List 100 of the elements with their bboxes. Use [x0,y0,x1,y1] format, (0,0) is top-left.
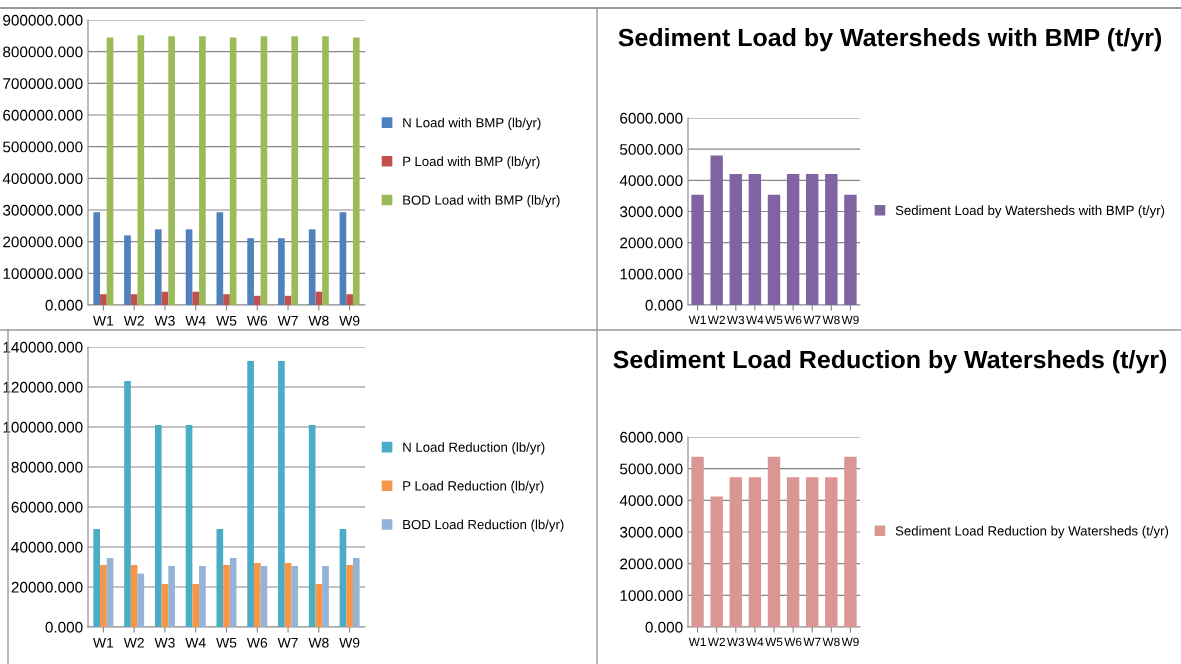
x-tick-label: W9 [339,637,360,648]
x-tick-label: W7 [277,315,298,326]
bar [710,155,723,305]
y-tick-label: 3000.000 [620,526,683,538]
x-tick-label: W9 [841,315,859,325]
x-tick-label: W2 [707,315,725,324]
bar [216,212,224,305]
bar [748,477,762,627]
x-tick-label: W6 [246,637,268,648]
y-tick-label: 5000.000 [620,144,683,155]
bar [130,294,138,305]
x-tick-label: W1 [93,637,114,648]
bar [192,584,200,627]
x-tick-label: W8 [308,315,329,326]
x-tick-label: W8 [822,637,840,647]
bar [223,565,230,627]
y-tick-label: 0.000 [645,299,683,311]
y-tick-label: 60000.000 [11,501,83,513]
bar [199,566,206,627]
bar [710,496,723,627]
bar [291,36,299,305]
y-tick-label: 0.000 [45,299,83,311]
bar [322,566,329,627]
y-tick-label: 5000.000 [620,463,683,475]
bar [352,558,360,627]
bar [247,238,254,305]
bar [260,36,268,305]
bar [100,565,107,627]
legend-label: P Load Reduction (lb/yr) [403,480,544,494]
y-tick-label: 6000.000 [620,431,683,443]
y-tick-label: 600000.000 [3,109,83,121]
bar [729,174,742,305]
chart-title: Sediment Load Reduction by Watersheds (t/yr) [613,350,1167,374]
bar [223,294,230,305]
x-tick-label: W4 [185,637,206,648]
y-tick-label: 2000.000 [620,237,683,249]
x-tick-label: W1 [93,315,114,326]
bar [168,566,175,627]
bar [767,456,781,627]
legend-label: P Load with BMP (lb/yr) [403,156,540,169]
bar [168,36,175,305]
bar [185,229,193,305]
bar [352,37,360,305]
bar [93,529,101,627]
x-tick-label: W4 [185,315,206,326]
y-tick-label: 140000.000 [3,341,83,353]
bar [825,477,838,627]
bar [106,558,114,627]
bar [729,477,742,627]
legend-label: BOD Load with BMP (lb/yr) [403,195,560,208]
bar [284,563,292,627]
x-tick-label: W3 [154,315,175,326]
bar [806,477,819,627]
x-tick-label: W3 [726,637,745,647]
bar [216,529,224,627]
bar [844,456,857,627]
legend-label: N Load Reduction (lb/yr) [403,442,545,455]
x-tick-label: W5 [216,637,237,648]
bar [278,238,285,305]
bar [253,295,261,305]
bar [786,477,800,627]
bar [322,36,329,305]
bar [229,558,237,627]
legend-label: Sediment Load Reduction by Watersheds (t/yr) [895,525,1169,539]
y-tick-label: 200000.000 [3,236,83,248]
bar [691,194,704,305]
bar [748,174,762,305]
chart-title: Sediment Load by Watersheds with BMP (t/yr) [618,28,1162,52]
x-tick-label: W6 [784,637,802,647]
x-tick-label: W1 [688,315,706,324]
bar [767,194,781,305]
y-tick-label: 6000.000 [620,112,683,124]
bar [260,566,268,627]
bar [315,584,323,627]
x-tick-label: W1 [688,637,706,646]
bar [346,565,353,627]
bar [806,174,819,305]
bar [844,194,857,305]
bar [315,291,323,305]
x-tick-label: W9 [841,637,859,647]
legend-label: BOD Load Reduction (lb/yr) [403,519,564,532]
y-tick-label: 3000.000 [620,206,683,218]
y-tick-label: 300000.000 [3,204,83,216]
bar [247,361,254,627]
x-tick-label: W6 [246,315,268,326]
legend-label: N Load with BMP (lb/yr) [403,117,541,130]
x-tick-label: W7 [803,315,821,324]
y-tick-label: 1000.000 [620,268,683,280]
x-tick-label: W5 [765,315,783,325]
bar [124,381,131,627]
y-tick-label: 2000.000 [620,558,683,570]
y-tick-label: 700000.000 [3,78,83,90]
bar [691,456,704,627]
bar [161,584,169,627]
bar [185,425,193,627]
y-tick-label: 100000.000 [3,268,83,280]
bar [106,37,114,305]
bar [199,36,206,305]
y-tick-label: 40000.000 [11,541,83,553]
y-tick-label: 80000.000 [11,461,83,473]
